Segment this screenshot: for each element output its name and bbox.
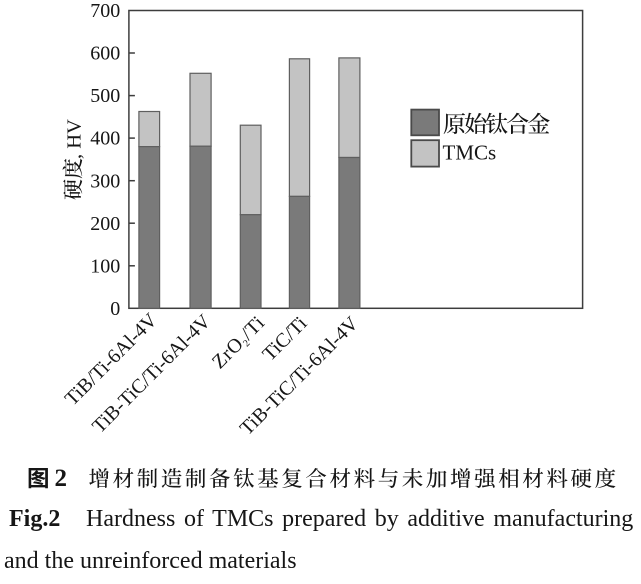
svg-text:and the unreinforced materials: and the unreinforced materials [4,548,297,574]
svg-text:2: 2 [55,465,68,492]
svg-text:300: 300 [90,170,120,192]
svg-text:0: 0 [110,298,120,320]
svg-text:100: 100 [90,255,120,277]
svg-text:, HV: , HV [64,119,86,159]
svg-text:Fig.2: Fig.2 [9,506,60,532]
svg-text:700: 700 [90,0,120,22]
svg-text:600: 600 [90,43,120,65]
svg-text:Hardness of TMCs prepared by a: Hardness of TMCs prepared by additive ma… [86,506,633,532]
svg-text:TMCs: TMCs [443,141,497,165]
svg-text:200: 200 [90,213,120,235]
svg-text:500: 500 [90,85,120,107]
svg-text:400: 400 [90,128,120,150]
